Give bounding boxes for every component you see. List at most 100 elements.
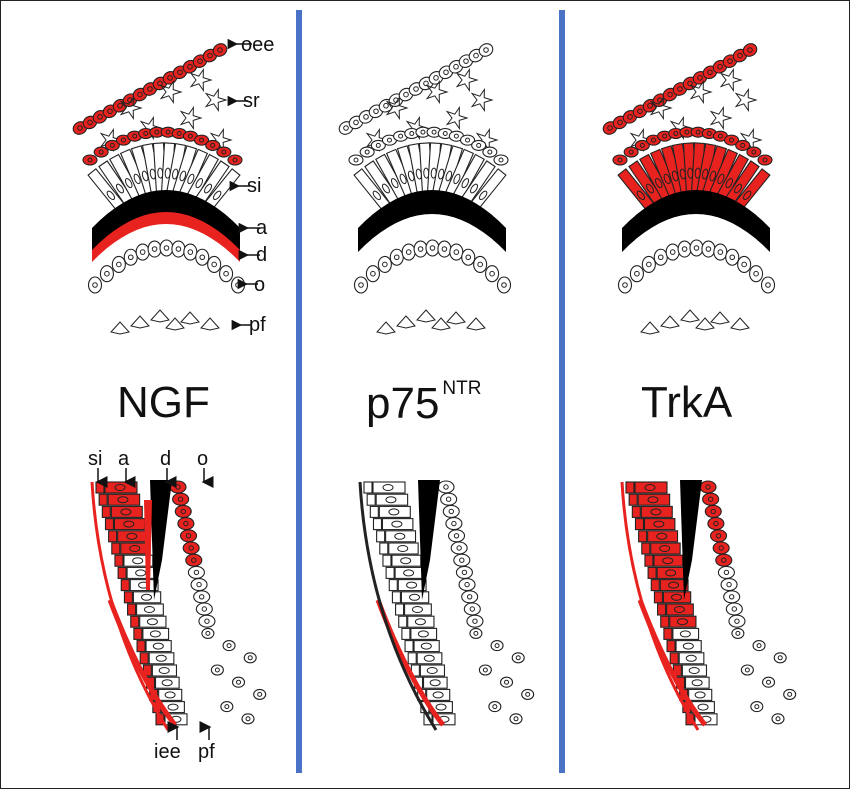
p75-ameloblast	[419, 664, 446, 677]
ngf-odontoblast	[185, 553, 203, 567]
p75-si-cell	[459, 134, 476, 146]
label-d-bottom: d	[160, 448, 171, 470]
ngf-pulp-fibroblast	[180, 311, 200, 325]
trka-stellate-cell	[709, 105, 733, 131]
ngf-odontoblast	[207, 255, 222, 273]
ngf-ameloblast	[151, 664, 178, 677]
top-labels: oee sr si a d o pf	[227, 34, 274, 336]
p75-ameloblast	[378, 505, 411, 518]
ngf-si-cell	[127, 603, 137, 616]
ngf-pulp-cell	[253, 688, 267, 700]
ngf-pulp-fibroblast	[150, 309, 170, 323]
p75-ameloblast	[404, 603, 432, 616]
trka-ameloblast	[650, 542, 681, 555]
p75-odontoblast	[437, 480, 455, 494]
ngf-ameloblast	[126, 566, 156, 579]
p75-odontoblast	[473, 255, 488, 273]
ngf-pulp-cell	[201, 627, 215, 639]
ngf-odontoblast	[183, 243, 198, 261]
ngf-si-cell	[133, 627, 143, 640]
trka-pulp-fibroblast	[730, 317, 750, 331]
p75-ameloblast	[413, 640, 440, 653]
ngf-odontoblast	[198, 614, 216, 628]
trka-ameloblast	[681, 664, 708, 677]
ngf-cervical	[90, 480, 267, 731]
p75-si-cell	[401, 627, 411, 640]
p75-pulp-cell	[509, 713, 523, 725]
p75-stellate-cell	[470, 87, 494, 113]
label-iee: iee	[154, 741, 181, 763]
ngf-oee-cell	[212, 43, 228, 57]
trka-odontoblast	[712, 541, 730, 555]
ngf-ameloblast	[142, 627, 170, 640]
trka-si-cell	[660, 615, 670, 628]
p75-si-cell	[385, 566, 395, 579]
ngf-pulp-cell	[241, 713, 255, 725]
p75-odontoblast	[389, 248, 404, 266]
ngf-odontoblast	[219, 265, 234, 283]
trka-odontoblast	[760, 276, 776, 294]
ngf-pulp-fibroblast	[200, 317, 220, 331]
p75-ameloblast	[432, 713, 456, 726]
p75-ameloblast	[385, 530, 417, 543]
trka-si-cell	[638, 530, 648, 543]
trka-outer-edge	[620, 481, 700, 731]
ngf-stellate-cell	[189, 67, 213, 93]
p75-odontoblast	[450, 541, 468, 555]
p75-ameloblast	[422, 676, 448, 689]
trka-odontoblast	[629, 265, 644, 283]
p75-pulp-fibroblast	[446, 311, 466, 325]
label-si: si	[247, 175, 261, 197]
p75-si-cell	[391, 591, 401, 604]
trka-odontoblast	[702, 492, 720, 506]
trka-pulp-fibroblast	[695, 317, 715, 331]
p75-oee-cell	[478, 43, 494, 57]
ngf-ameloblast	[132, 591, 162, 604]
p75-odontoblast	[377, 255, 392, 273]
ngf-si-cell	[104, 518, 115, 531]
ngf-si-cell	[101, 505, 111, 518]
ngf-odontoblast	[190, 578, 208, 592]
ngf-stellate-cell	[179, 105, 203, 131]
ngf-odontoblast	[230, 276, 246, 294]
trka-odontoblast	[689, 239, 704, 257]
trka-si-cell	[746, 146, 762, 158]
ngf-pulp-fibroblast	[130, 315, 150, 329]
ngf-si-cell	[227, 154, 243, 166]
trka-odontoblast	[749, 265, 764, 283]
trka-odontoblast	[725, 602, 743, 616]
p75-ameloblast	[400, 591, 430, 604]
p75-si-cell	[493, 154, 509, 166]
label-sr: sr	[243, 90, 260, 112]
ngf-dentin-stain	[144, 500, 152, 590]
trka-dentin	[622, 190, 770, 252]
ngf-ameloblast	[145, 640, 172, 653]
trka-odontoblast	[737, 255, 752, 273]
label-pf: pf	[249, 314, 266, 336]
trka-pulp-fibroblast	[660, 315, 680, 329]
trka-ameloblast	[669, 615, 697, 628]
divider-right	[559, 10, 565, 773]
p75-si-cell	[379, 542, 389, 555]
ngf-si-cell	[114, 554, 124, 567]
trka-pulp-cell	[773, 652, 787, 664]
ngf-odontoblast	[182, 541, 200, 555]
trka-ameloblast	[637, 493, 671, 506]
label-d: d	[256, 244, 267, 266]
p75-si-cell	[369, 505, 379, 518]
ngf-si-cell	[193, 134, 210, 146]
ngf-ameloblast	[139, 615, 167, 628]
trka-ameloblast	[688, 688, 713, 701]
bottom-labels: si a d o iee pf	[88, 448, 215, 763]
ngf-ameloblast	[129, 579, 159, 592]
p75-ameloblast	[394, 566, 424, 579]
ngf-si-cell	[130, 615, 140, 628]
panel-title-p75: p75 NTR	[366, 378, 481, 429]
trka-odontoblast	[717, 565, 735, 579]
label-pf-bottom: pf	[198, 741, 215, 763]
trka-crown	[602, 43, 776, 335]
ngf-ameloblast	[154, 676, 180, 689]
ngf-si-cell	[136, 640, 146, 653]
ngf-pulp-cell	[222, 640, 236, 652]
ngf-odontoblast	[147, 240, 162, 258]
